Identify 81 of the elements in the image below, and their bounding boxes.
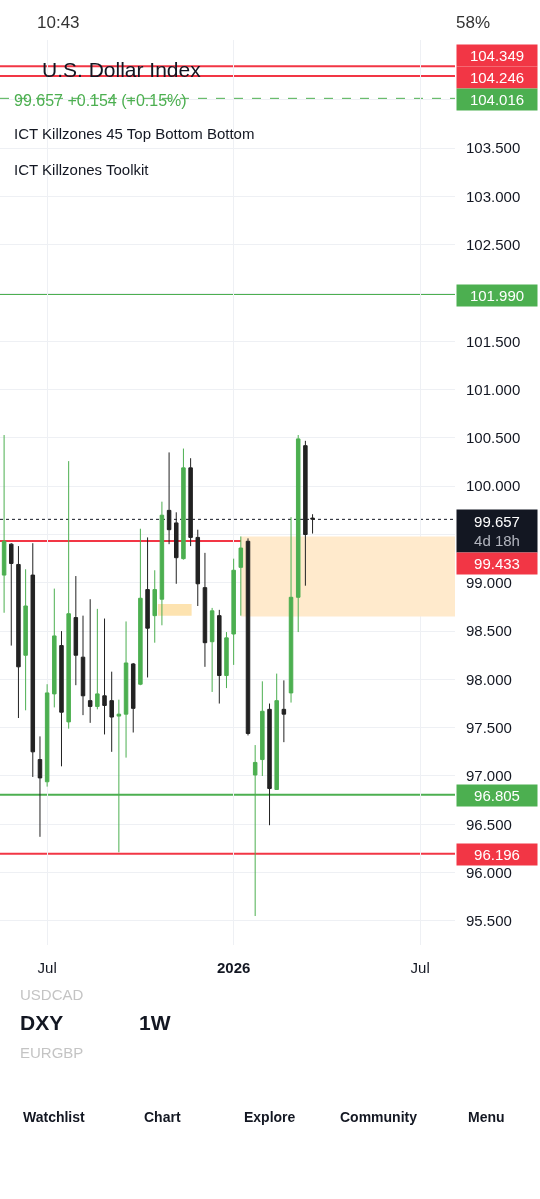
ref-line-label: 96.196 [474, 846, 520, 863]
text: Explore [244, 1109, 296, 1125]
candlestick [59, 630, 64, 767]
ref-line-label: 99.433 [474, 555, 520, 572]
x-tick-label: 2026 [216, 959, 251, 976]
candlestick [23, 568, 28, 711]
y-tick-label: 100.500 [466, 429, 521, 447]
candlestick [95, 608, 100, 710]
candlestick [195, 529, 201, 607]
annotation: ICT Killzones 45 Top Bottom Bottom [14, 125, 255, 142]
y-tick-label: 99.000 [466, 574, 512, 592]
candlestick [73, 575, 79, 686]
ref-line-label: 104.349 [469, 47, 525, 64]
candlestick [274, 673, 279, 790]
y-tick-label: 98.000 [466, 670, 512, 688]
y-tick-label: 103.000 [466, 187, 521, 205]
candlestick [310, 513, 315, 535]
candlestick [44, 683, 50, 788]
x-tick-label: Jul [37, 959, 57, 976]
candlestick [145, 536, 150, 678]
candlestick [303, 440, 308, 587]
candlestick [202, 552, 208, 668]
y-tick-label: 103.500 [466, 139, 521, 157]
text: 58% [456, 13, 491, 32]
candlestick [30, 542, 36, 778]
candlestick [238, 535, 244, 617]
candlestick [80, 615, 86, 716]
text: Menu [468, 1109, 505, 1125]
text: 1W [139, 1011, 171, 1034]
text: Chart [144, 1109, 181, 1125]
text: 99.657 +0.154 (+0.15%) [14, 92, 187, 109]
text: EURGBP [20, 1044, 84, 1061]
text: Watchlist [23, 1109, 86, 1125]
text: DXY [20, 1011, 64, 1034]
text: 10:43 [37, 13, 80, 32]
y-tick-label: 100.000 [466, 477, 521, 495]
candlestick [109, 671, 114, 753]
candlestick [130, 662, 136, 734]
candlestick [231, 558, 236, 666]
candlestick [102, 618, 107, 735]
candlestick [52, 588, 57, 708]
candlestick [16, 545, 21, 719]
x-tick-label: Jul [410, 959, 430, 976]
candlestick [166, 451, 172, 545]
y-tick-label: 98.500 [466, 622, 512, 640]
candlestick [9, 542, 14, 647]
candlestick [87, 598, 93, 724]
ref-line-label: 96.805 [474, 787, 520, 804]
ref-line-label: 104.246 [469, 69, 525, 86]
y-tick-label: 96.000 [466, 863, 512, 881]
candlestick [188, 457, 193, 547]
text: Community [340, 1109, 418, 1125]
annotation: ICT Killzones Toolkit [14, 161, 150, 178]
y-tick-label: 97.500 [466, 718, 512, 736]
candlestick [138, 528, 143, 686]
candlestick [260, 680, 265, 777]
ref-line-label: 99.657 4d 18h [474, 512, 520, 550]
candlestick [288, 516, 294, 704]
candlestick [209, 607, 215, 693]
candlestick [123, 620, 129, 759]
candlestick [224, 631, 229, 689]
y-tick-label: 96.500 [466, 815, 512, 833]
y-tick-label: 101.500 [466, 332, 521, 350]
candlestick [181, 448, 186, 561]
text: USDCAD [20, 986, 84, 1003]
ref-line-label: 101.990 [469, 287, 525, 304]
y-tick-label: 102.500 [466, 236, 521, 254]
candlestick [217, 609, 222, 705]
y-tick-label: 95.500 [466, 912, 512, 930]
candlestick [295, 434, 301, 633]
candlestick [267, 703, 272, 826]
candlestick [66, 460, 71, 730]
candlestick [152, 569, 157, 644]
ref-line-label: 104.016 [469, 91, 525, 108]
candlestick [159, 501, 165, 626]
y-tick-label: 101.000 [466, 380, 521, 398]
candlestick [281, 679, 287, 743]
candlestick [37, 735, 43, 838]
y-tick-label: 97.000 [466, 767, 512, 785]
candlestick [174, 511, 179, 585]
candlestick [1, 434, 7, 614]
